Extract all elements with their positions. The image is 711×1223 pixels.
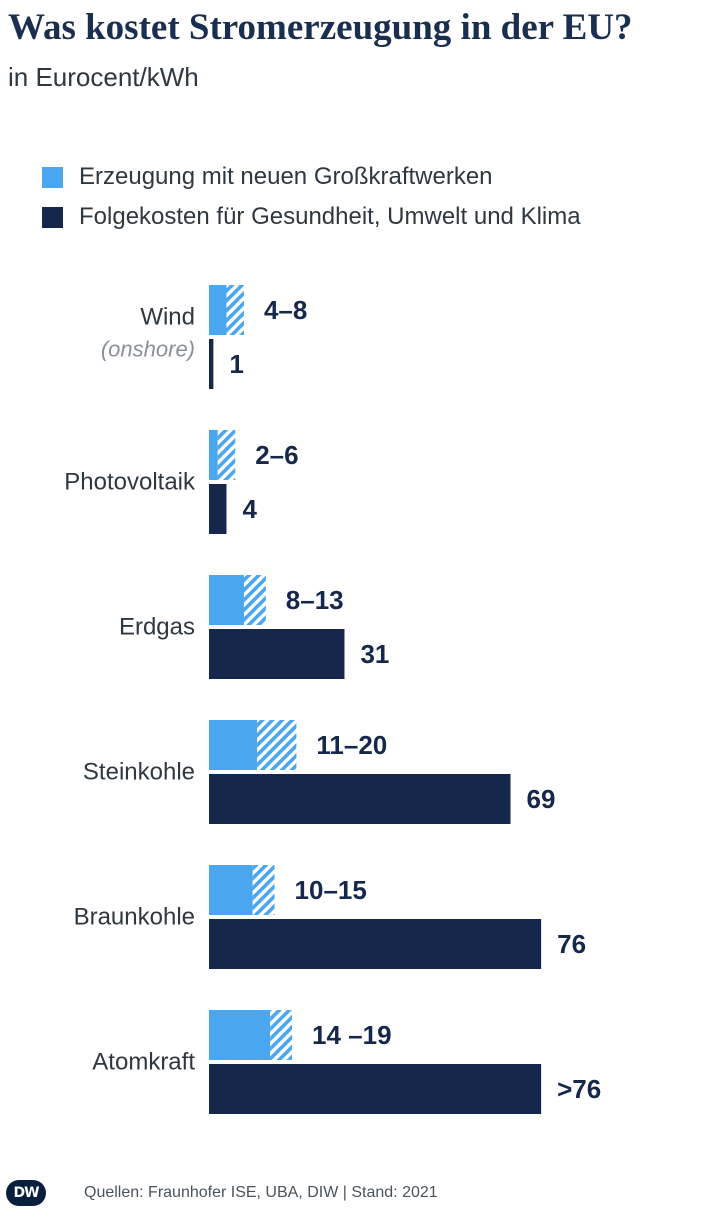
category-sublabel-wind: (onshore)	[101, 337, 195, 362]
value-label-external-braunkohle: 76	[557, 929, 586, 959]
legend-item-generation: Erzeugung mit neuen Großkraftwerken	[42, 162, 493, 192]
bar-external-atomkraft	[209, 1064, 542, 1114]
bar-generation-range-steinkohle	[257, 720, 297, 770]
category-label-wind: Wind	[140, 304, 195, 331]
bar-generation-range-braunkohle	[252, 865, 275, 915]
bar-external-steinkohle	[209, 774, 511, 824]
bar-generation-min-braunkohle	[209, 865, 253, 915]
value-label-external-wind: 1	[229, 349, 243, 379]
category-label-braunkohle: Braunkohle	[74, 904, 195, 931]
source-note: Quellen: Fraunhofer ISE, UBA, DIW | Stan…	[84, 1184, 438, 1201]
chart-title: Was kostet Stromerzeugung in der EU?	[8, 7, 633, 48]
legend-label-external-costs: Folgekosten für Gesundheit, Umwelt und K…	[79, 203, 581, 230]
chart-subtitle: in Eurocent/kWh	[8, 62, 199, 92]
bar-generation-min-wind	[209, 285, 227, 335]
bar-external-wind	[209, 339, 214, 389]
category-label-photovoltaik: Photovoltaik	[64, 469, 196, 496]
value-label-generation-erdgas: 8–13	[286, 585, 344, 615]
legend-item-external-costs: Folgekosten für Gesundheit, Umwelt und K…	[42, 202, 581, 232]
value-label-external-atomkraft: >76	[557, 1074, 601, 1104]
bar-external-braunkohle	[209, 919, 542, 969]
value-label-external-steinkohle: 69	[527, 784, 556, 814]
category-label-atomkraft: Atomkraft	[92, 1049, 195, 1076]
legend-swatch-external-costs	[42, 206, 63, 228]
bar-generation-range-atomkraft	[270, 1010, 293, 1060]
bar-generation-range-photovoltaik	[217, 430, 236, 480]
legend-swatch-generation	[42, 166, 63, 188]
value-label-generation-photovoltaik: 2–6	[255, 440, 298, 470]
legend-label-generation: Erzeugung mit neuen Großkraftwerken	[79, 163, 493, 190]
bar-generation-min-steinkohle	[209, 720, 258, 770]
bar-generation-min-atomkraft	[209, 1010, 271, 1060]
value-label-external-erdgas: 31	[360, 639, 389, 669]
bar-external-erdgas	[209, 629, 345, 679]
footer: DW Quellen: Fraunhofer ISE, UBA, DIW | S…	[6, 1180, 438, 1206]
bar-generation-range-wind	[226, 285, 244, 335]
value-label-external-photovoltaik: 4	[242, 494, 257, 524]
bar-generation-range-erdgas	[243, 575, 266, 625]
value-label-generation-braunkohle: 10–15	[295, 875, 367, 905]
bar-generation-min-erdgas	[209, 575, 244, 625]
bar-chart: 4–8 1 Wind (onshore) 2–6 4 Photovoltaik 8–13 31 E…	[64, 285, 601, 1114]
category-label-steinkohle: Steinkohle	[83, 759, 195, 786]
value-label-generation-steinkohle: 11–20	[316, 730, 387, 760]
bar-external-photovoltaik	[209, 484, 227, 534]
dw-logo: DW	[6, 1180, 46, 1206]
bar-generation-min-photovoltaik	[209, 430, 218, 480]
value-label-generation-atomkraft: 14 –19	[312, 1020, 392, 1050]
category-label-erdgas: Erdgas	[119, 614, 195, 641]
value-label-generation-wind: 4–8	[264, 295, 307, 325]
